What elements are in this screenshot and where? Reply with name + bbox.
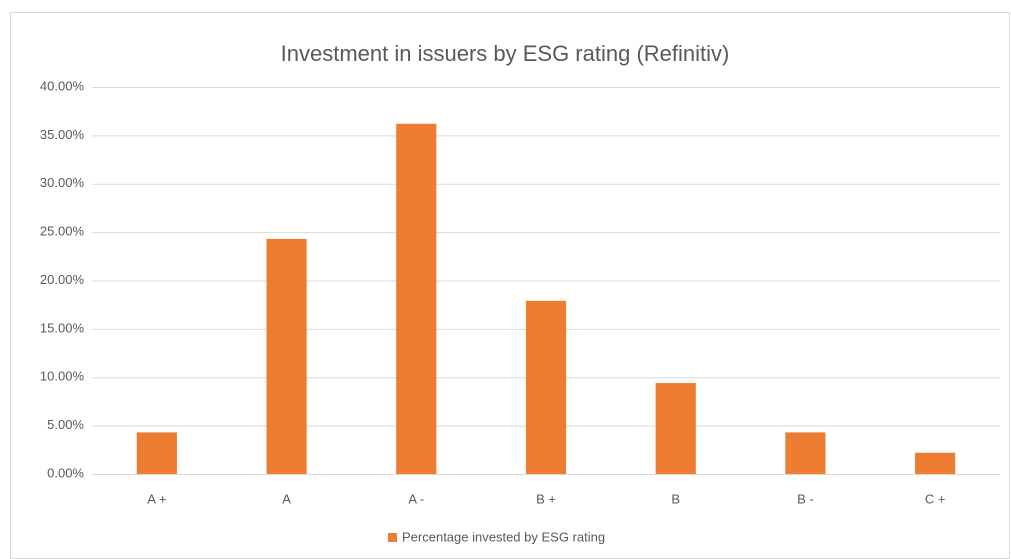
legend-label: Percentage invested by ESG rating [402, 529, 605, 544]
bar [915, 452, 956, 474]
bar [136, 432, 177, 474]
bar [525, 300, 567, 474]
y-tick-label: 35.00% [40, 127, 85, 142]
y-tick-label: 40.00% [40, 78, 85, 93]
chart-title: Investment in issuers by ESG rating (Ref… [281, 41, 730, 66]
x-tick-label: A - [408, 491, 424, 506]
x-tick-label: B [671, 491, 680, 506]
y-tick-label: 10.00% [40, 369, 85, 384]
bar [396, 123, 437, 474]
legend-swatch [388, 533, 397, 542]
x-tick-label: B + [536, 491, 556, 506]
x-tick-label: B - [797, 491, 814, 506]
x-tick-label: A [282, 491, 291, 506]
y-tick-label: 25.00% [40, 224, 85, 239]
bar [655, 383, 696, 474]
bar [266, 238, 307, 474]
y-tick-label: 0.00% [47, 465, 84, 480]
chart-frame [10, 12, 1010, 559]
x-tick-label: C + [925, 491, 946, 506]
y-tick-label: 15.00% [40, 320, 85, 335]
y-tick-label: 30.00% [40, 175, 85, 190]
x-tick-label: A + [147, 491, 166, 506]
y-tick-label: 5.00% [47, 417, 84, 432]
y-tick-label: 20.00% [40, 272, 85, 287]
bar [785, 432, 826, 474]
